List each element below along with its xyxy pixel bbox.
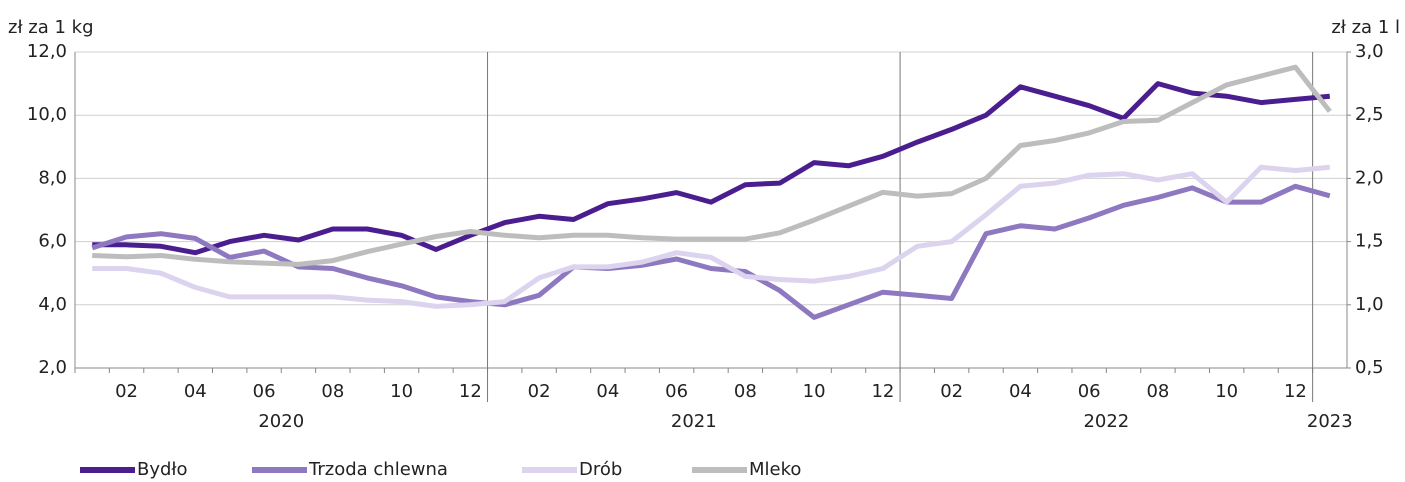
- x-tick-label: 10: [1215, 381, 1238, 402]
- y-tick-label: 2,0: [38, 357, 67, 378]
- y2-tick-label: 1,5: [1355, 231, 1384, 252]
- x-tick-label: 10: [390, 381, 413, 402]
- x-tick-label: 12: [871, 381, 894, 402]
- legend-label: Bydło: [137, 459, 188, 480]
- x-tick-label: 04: [1009, 381, 1032, 402]
- x-tick-label: 06: [1078, 381, 1101, 402]
- x-tick-label: 08: [1146, 381, 1169, 402]
- legend-label: Mleko: [749, 459, 801, 480]
- x-tick-label: 08: [734, 381, 757, 402]
- y-axis-label: zł za 1 kg: [8, 17, 94, 38]
- x-tick-label: 12: [1284, 381, 1307, 402]
- x-tick-label: 06: [665, 381, 688, 402]
- x-tick-label: 04: [596, 381, 619, 402]
- x-tick-label: 12: [459, 381, 482, 402]
- year-label: 2021: [671, 411, 717, 432]
- y2-tick-label: 1,0: [1355, 294, 1384, 315]
- y-tick-label: 10,0: [27, 104, 67, 125]
- year-label: 2022: [1083, 411, 1129, 432]
- x-tick-label: 04: [184, 381, 207, 402]
- y2-tick-label: 2,0: [1355, 167, 1384, 188]
- year-label: 2020: [258, 411, 304, 432]
- y2-tick-label: 2,5: [1355, 104, 1384, 125]
- x-tick-label: 08: [321, 381, 344, 402]
- series-line: [92, 164, 1331, 309]
- legend-label: Drób: [579, 459, 622, 480]
- y2-tick-label: 0,5: [1355, 357, 1384, 378]
- x-tick-label: 02: [528, 381, 551, 402]
- x-tick-label: 10: [803, 381, 826, 402]
- x-tick-label: 06: [253, 381, 276, 402]
- series-line: [92, 81, 1331, 256]
- x-tick-label: 02: [940, 381, 963, 402]
- y-tick-label: 8,0: [38, 167, 67, 188]
- y2-tick-label: 3,0: [1355, 41, 1384, 62]
- year-label: 2023: [1307, 411, 1353, 432]
- legend-label: Trzoda chlewna: [308, 459, 448, 480]
- y2-axis-label: zł za 1 l: [1331, 17, 1400, 38]
- y-tick-label: 6,0: [38, 231, 67, 252]
- y-tick-label: 4,0: [38, 294, 67, 315]
- x-tick-label: 02: [115, 381, 138, 402]
- series-line: [92, 64, 1332, 267]
- y-tick-label: 12,0: [27, 41, 67, 62]
